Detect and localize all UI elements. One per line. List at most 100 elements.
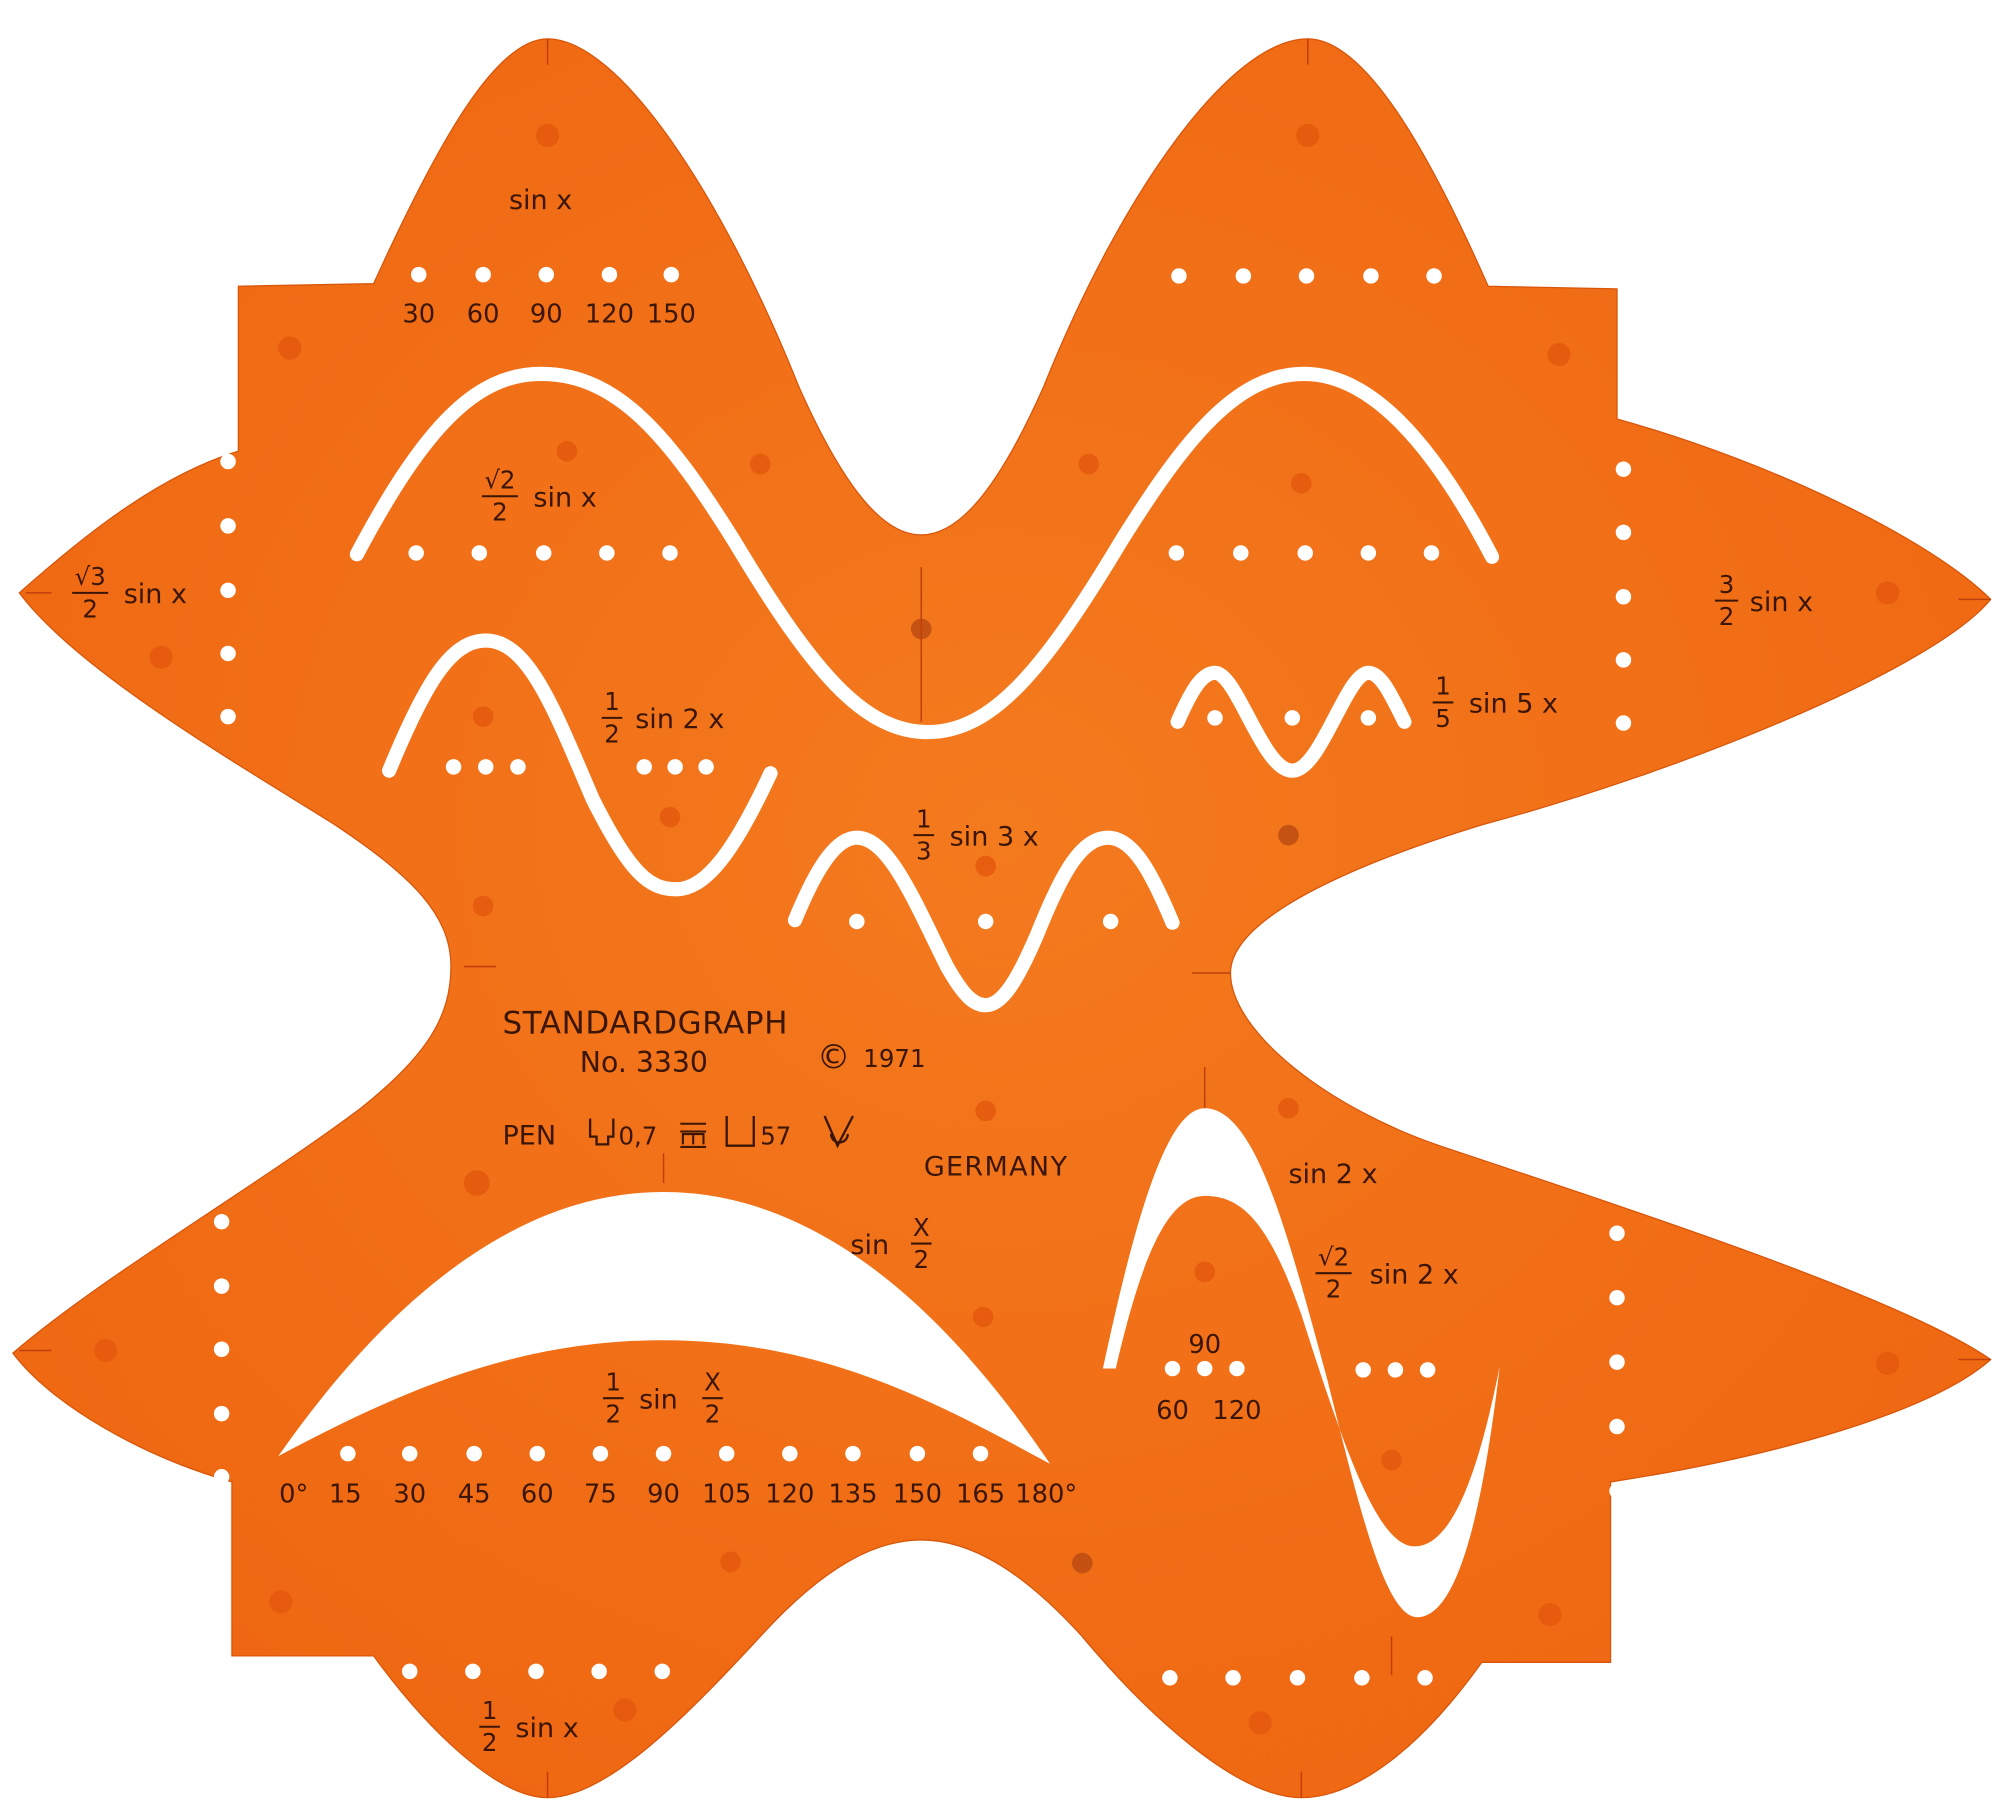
function-text: sin 3 x: [950, 821, 1039, 852]
degree-label: 105: [702, 1480, 751, 1510]
function-text: sin x: [533, 483, 596, 514]
slot-third-sin-3x: [787, 830, 1180, 1013]
plotting-hole: [1609, 1354, 1625, 1370]
plotting-hole: [1387, 1362, 1404, 1378]
plotting-hole: [1297, 545, 1313, 561]
plotting-hole: [213, 1469, 230, 1485]
plotting-hole: [1615, 589, 1632, 605]
numerator: 1: [482, 1696, 498, 1725]
plotting-hole: [475, 266, 491, 283]
degree-label: 45: [458, 1480, 491, 1510]
plotting-hole: [698, 759, 714, 775]
degree-label: 150: [647, 299, 696, 329]
plotting-hole: [1360, 710, 1377, 726]
plotting-hole: [402, 1663, 418, 1680]
plotting-hole: [528, 1663, 544, 1680]
plotting-hole: [1171, 268, 1187, 284]
function-text: sin 2 x: [1370, 1260, 1459, 1291]
denominator: 2: [82, 594, 98, 623]
plotting-hole: [1423, 545, 1440, 561]
denominator: 2: [606, 1400, 622, 1429]
label-sqrt2-sin-x: √2 2 sin x: [481, 466, 597, 527]
model-number: No. 3330: [580, 1046, 708, 1079]
plotting-hole: [654, 1663, 670, 1680]
label-half-sin-2x: 1 2 sin 2 x: [601, 687, 724, 748]
degree-label: 90: [1188, 1330, 1221, 1360]
plotting-hole: [1360, 545, 1377, 561]
function-text: sin: [850, 1230, 889, 1261]
degree-label: 15: [329, 1480, 362, 1510]
plotting-hole: [478, 759, 494, 775]
plotting-hole: [220, 708, 236, 725]
function-text: sin x: [124, 579, 187, 610]
degree-label: 180°: [1015, 1480, 1077, 1510]
plotting-hole: [1609, 1418, 1625, 1435]
plotting-hole: [655, 1445, 672, 1462]
slot-half-sin-2x: [382, 633, 778, 897]
slot-fifth-sin-5x: [1170, 665, 1412, 778]
label-half-sin-x-half: 1 2 sin X 2: [603, 1367, 723, 1429]
plotting-hole: [538, 266, 555, 283]
label-half-sin-x: 1 2 sin x: [479, 1696, 579, 1757]
plotting-hole: [1426, 268, 1442, 284]
top-degree-labels: 30 60 90 120 150: [402, 299, 696, 329]
nib-tip-icon: [823, 1115, 854, 1149]
numerator: X: [913, 1213, 930, 1242]
numerator: 3: [1719, 570, 1735, 599]
plotting-hole: [718, 1445, 735, 1462]
slot-sin-x-half: [278, 1192, 1051, 1464]
plotting-hole: [220, 518, 236, 534]
function-text: sin x: [1750, 587, 1813, 618]
plotting-hole: [220, 453, 236, 470]
plotting-hole: [1354, 1670, 1370, 1686]
denominator: 2: [492, 498, 508, 527]
plotting-hole: [536, 545, 552, 561]
slot-sin-x: [349, 366, 1500, 740]
plotting-hole: [445, 759, 462, 775]
degree-label: 30: [393, 1480, 426, 1510]
slot-sin-2x: [1102, 1108, 1500, 1618]
plotting-hole: [1419, 1362, 1436, 1378]
degree-label: 90: [647, 1480, 680, 1510]
plotting-hole: [213, 1405, 230, 1422]
denominator: 3: [916, 837, 932, 866]
plotting-hole: [1233, 545, 1249, 561]
ink-icon: [680, 1122, 707, 1148]
plotting-hole: [340, 1445, 356, 1462]
plotting-hole: [972, 1445, 989, 1462]
plotting-hole: [471, 545, 488, 561]
degree-label: 90: [530, 299, 563, 329]
numerator: 1: [606, 1367, 622, 1396]
plotting-hole: [849, 913, 865, 930]
numerator: 1: [1435, 672, 1451, 701]
denominator: 2: [705, 1400, 721, 1429]
plotting-hole: [601, 266, 618, 283]
degree-label: 60: [467, 299, 500, 329]
copyright-year: 1971: [863, 1044, 925, 1073]
plotting-hole: [667, 759, 683, 775]
plotting-hole: [402, 1445, 418, 1462]
plotting-hole: [592, 1445, 609, 1462]
pen-number: 57: [760, 1121, 791, 1150]
function-text: sin: [639, 1385, 678, 1416]
plotting-hole: [213, 1213, 230, 1230]
label-sqrt3-sin-x: √3 2 sin x: [72, 562, 187, 623]
plotting-hole: [510, 759, 526, 775]
plotting-hole: [1355, 1362, 1371, 1378]
plotting-hole: [1164, 1360, 1181, 1377]
degree-label: 135: [828, 1480, 877, 1510]
degree-label: 60: [1156, 1396, 1189, 1426]
plotting-hole: [411, 266, 427, 283]
numerator: 1: [604, 687, 620, 716]
plotting-hole: [1289, 1670, 1306, 1686]
plotting-hole: [465, 1663, 481, 1680]
plotting-hole: [1609, 1483, 1625, 1499]
pen-width: 0,7: [618, 1121, 657, 1150]
plotting-hole: [408, 545, 424, 561]
plotting-hole: [1298, 268, 1315, 284]
plotting-hole: [220, 645, 236, 662]
label-fifth-sin-5x: 1 5 sin 5 x: [1432, 672, 1558, 733]
function-text: sin 2 x: [635, 704, 724, 735]
plotting-hole: [662, 545, 678, 561]
pen-label: PEN: [503, 1120, 557, 1151]
